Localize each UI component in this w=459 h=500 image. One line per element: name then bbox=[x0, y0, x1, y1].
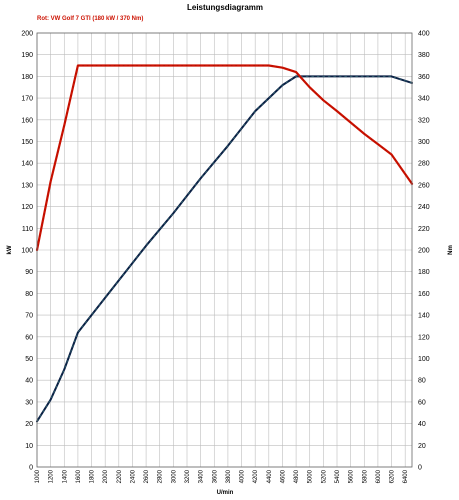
x-tick-label: 1200 bbox=[49, 469, 55, 483]
torque-curve bbox=[35, 64, 414, 252]
left-tick-label: 180 bbox=[21, 74, 33, 81]
right-tick-label: 280 bbox=[418, 161, 430, 168]
left-tick-label: 10 bbox=[25, 443, 33, 450]
x-tick-label: 5600 bbox=[349, 469, 355, 483]
x-tick-label: 4800 bbox=[294, 469, 300, 483]
x-tick-label: 5000 bbox=[308, 469, 314, 483]
x-tick-label: 4200 bbox=[253, 469, 259, 483]
chart-subtitle: Rot: VW Golf 7 GTI (180 kW / 370 Nm) bbox=[37, 16, 143, 22]
left-tick-label: 0 bbox=[29, 465, 33, 472]
right-tick-label: 100 bbox=[418, 356, 430, 363]
x-tick-label: 3200 bbox=[185, 469, 191, 483]
x-tick-label: 3800 bbox=[226, 469, 232, 483]
right-tick-label: 40 bbox=[418, 421, 426, 428]
left-tick-label: 90 bbox=[25, 269, 33, 276]
right-tick-label: 200 bbox=[418, 248, 430, 255]
right-tick-label: 340 bbox=[418, 96, 430, 103]
x-tick-label: 6200 bbox=[390, 469, 396, 483]
x-tick-label: 5800 bbox=[362, 469, 368, 483]
x-tick-label: 6400 bbox=[403, 469, 409, 483]
left-tick-label: 60 bbox=[25, 334, 33, 341]
left-tick-label: 80 bbox=[25, 291, 33, 298]
right-tick-label: 320 bbox=[418, 117, 430, 124]
chart-title: Leistungsdiagramm bbox=[187, 3, 263, 12]
left-tick-label: 170 bbox=[21, 96, 33, 103]
right-axis-label: Nm bbox=[448, 245, 454, 255]
x-tick-label: 3600 bbox=[212, 469, 218, 483]
left-tick-label: 30 bbox=[25, 399, 33, 406]
power-curve bbox=[36, 75, 413, 423]
left-tick-label: 70 bbox=[25, 313, 33, 320]
x-tick-label: 2600 bbox=[144, 469, 150, 483]
x-tick-label: 1800 bbox=[90, 469, 96, 483]
left-tick-label: 100 bbox=[21, 248, 33, 255]
right-tick-label: 0 bbox=[418, 465, 422, 472]
x-tick-label: 4400 bbox=[267, 469, 273, 483]
right-y-axis: 0 20 40 60 80 100 120 140 160 180 200 220 240 260 280 3… bbox=[418, 31, 430, 472]
left-tick-label: 190 bbox=[21, 52, 33, 59]
x-tick-label: 4000 bbox=[240, 469, 246, 483]
right-tick-label: 180 bbox=[418, 269, 430, 276]
x-axis-label: U/min bbox=[217, 490, 234, 496]
x-tick-label: 1400 bbox=[62, 469, 68, 483]
right-tick-label: 160 bbox=[418, 291, 430, 298]
series-layer bbox=[35, 64, 414, 423]
right-tick-label: 140 bbox=[418, 313, 430, 320]
right-tick-label: 220 bbox=[418, 226, 430, 233]
x-tick-label: 2200 bbox=[117, 469, 123, 483]
left-tick-label: 50 bbox=[25, 356, 33, 363]
grid bbox=[36, 32, 412, 468]
left-tick-label: 160 bbox=[21, 117, 33, 124]
left-tick-label: 110 bbox=[22, 226, 33, 233]
x-axis: 1000 1200 1400 1600 1800 2000 2200 2400 2600 2800… bbox=[35, 469, 409, 483]
left-tick-label: 140 bbox=[21, 161, 33, 168]
right-tick-label: 240 bbox=[418, 204, 430, 211]
x-tick-label: 3000 bbox=[171, 469, 177, 483]
left-y-axis: 0 10 20 30 40 50 60 70 80 90 100 110 120 130 140 150 160… bbox=[21, 31, 33, 472]
x-tick-label: 2800 bbox=[158, 469, 164, 483]
x-tick-label: 6000 bbox=[376, 469, 382, 483]
right-tick-label: 20 bbox=[418, 443, 426, 450]
x-tick-label: 2400 bbox=[130, 469, 136, 483]
left-tick-label: 200 bbox=[21, 31, 33, 38]
right-tick-label: 300 bbox=[418, 139, 430, 146]
right-tick-label: 120 bbox=[418, 334, 430, 341]
right-tick-label: 260 bbox=[418, 182, 430, 189]
x-tick-label: 1600 bbox=[76, 469, 82, 483]
right-tick-label: 400 bbox=[418, 31, 430, 38]
right-tick-label: 80 bbox=[418, 378, 426, 385]
left-tick-label: 20 bbox=[25, 421, 33, 428]
left-tick-label: 40 bbox=[25, 378, 33, 385]
x-tick-label: 4600 bbox=[280, 469, 286, 483]
x-tick-label: 3400 bbox=[199, 469, 205, 483]
plot-frame bbox=[36, 32, 413, 468]
right-tick-label: 380 bbox=[418, 52, 430, 59]
left-tick-label: 130 bbox=[21, 182, 33, 189]
x-tick-label: 1000 bbox=[35, 469, 41, 483]
left-tick-label: 150 bbox=[21, 139, 33, 146]
left-axis-label: kW bbox=[7, 245, 13, 254]
left-tick-label: 120 bbox=[21, 204, 33, 211]
right-tick-label: 360 bbox=[418, 74, 430, 81]
right-tick-label: 60 bbox=[418, 399, 426, 406]
x-tick-label: 5400 bbox=[335, 469, 341, 483]
x-tick-label: 5200 bbox=[321, 469, 327, 483]
x-tick-label: 2000 bbox=[103, 469, 109, 483]
